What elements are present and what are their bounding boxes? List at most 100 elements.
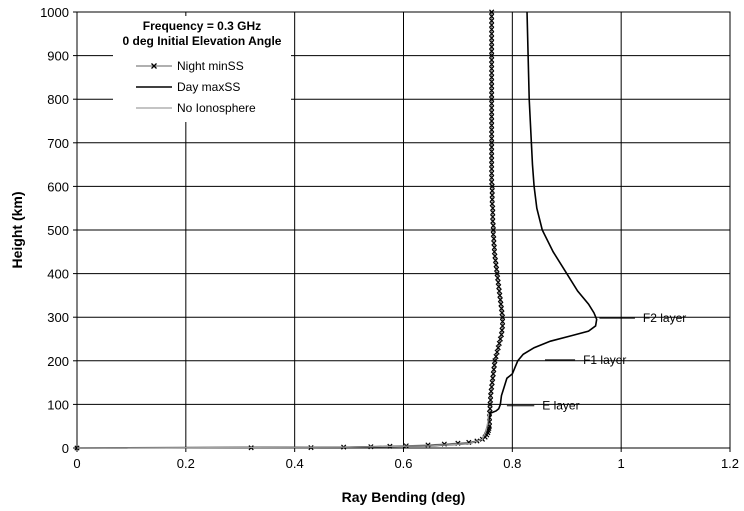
x-tick-label: 0.2: [177, 456, 195, 471]
series-marker: [489, 140, 495, 146]
series-marker: [489, 192, 495, 198]
legend-background: [113, 16, 291, 122]
series-marker: [490, 223, 496, 229]
series-marker: [489, 66, 495, 72]
series-marker: [489, 127, 495, 133]
series-marker: [497, 297, 503, 303]
series-marker: [490, 218, 496, 224]
series-marker: [491, 244, 498, 251]
series-marker: [497, 336, 503, 342]
series-marker: [489, 109, 495, 115]
y-tick-labels: 0 100 200 300 400 500 600 700 800 900 1000: [40, 5, 69, 456]
series-marker: [499, 323, 506, 329]
series-marker: [489, 183, 495, 190]
series-marker: [490, 231, 496, 237]
y-tick-label: 200: [47, 354, 69, 369]
series-marker: [489, 70, 495, 76]
x-tick-labels: 0 0.2 0.4 0.6 0.8 1 1.2: [73, 456, 739, 471]
y-tick-label: 1000: [40, 5, 69, 20]
series-marker: [494, 349, 500, 355]
annotations: F2 layer F1 layer E layer: [506, 311, 686, 413]
y-tick-label: 400: [47, 267, 69, 282]
series-marker: [489, 92, 495, 98]
series-marker: [489, 18, 495, 24]
x-tick-label: 1.2: [721, 456, 739, 471]
y-tick-label: 800: [47, 92, 69, 107]
y-tick-label: 300: [47, 310, 69, 325]
series-marker: [495, 275, 501, 281]
chart-subtitle: 0 deg Initial Elevation Angle: [123, 34, 282, 48]
series-marker: [489, 131, 495, 137]
series-marker: [498, 332, 505, 338]
x-tick-label: 0: [73, 456, 80, 471]
series-marker: [492, 358, 498, 364]
series-marker: [489, 96, 495, 102]
series-marker: [489, 166, 495, 172]
legend-label: Night minSS: [177, 59, 244, 73]
series-marker: [487, 393, 494, 399]
series-marker: [493, 353, 499, 360]
series-marker: [489, 9, 495, 15]
series-marker: [491, 249, 498, 255]
series-marker: [499, 318, 506, 325]
series-marker: [489, 153, 495, 159]
series-marker: [489, 122, 495, 128]
plot-frame: [76, 11, 731, 449]
y-tick-label: 900: [47, 49, 69, 64]
series-marker: [491, 366, 497, 373]
series-marker: [498, 301, 504, 307]
series-marker: [489, 118, 495, 124]
legend-items: Night minSS Day maxSS No Ionosphere: [136, 59, 256, 115]
series-marker: [489, 39, 495, 46]
axes: [73, 11, 731, 452]
series-marker: [489, 52, 495, 59]
annotation-label: E layer: [542, 399, 579, 413]
series-marker: [489, 196, 495, 203]
series-marker: [488, 388, 494, 394]
annotation: F2 layer: [599, 311, 686, 325]
series-line-2: [76, 413, 489, 449]
series-marker: [490, 227, 496, 233]
series-marker: [489, 83, 495, 89]
series-marker: [489, 79, 495, 85]
series-marker: [489, 114, 495, 120]
series-marker: [499, 327, 505, 333]
series-marker: [491, 240, 497, 246]
y-tick-label: 0: [62, 441, 69, 456]
series-marker: [489, 74, 495, 81]
legend-item: Night minSS: [136, 59, 244, 73]
series-marker: [489, 35, 495, 41]
y-axis-label: Height (km): [9, 192, 25, 269]
legend-marker: [151, 63, 157, 69]
series-marker: [496, 340, 502, 346]
grid: [77, 12, 730, 448]
series-marker: [489, 135, 495, 142]
x-tick-label: 0.6: [394, 456, 412, 471]
annotation-label: F2 layer: [643, 311, 686, 325]
annotation: E layer: [506, 399, 580, 413]
series-marker: [489, 161, 495, 168]
x-tick-label: 0.4: [286, 456, 304, 471]
series-line-1: [76, 11, 598, 449]
series-marker: [489, 100, 495, 107]
series-marker: [490, 209, 496, 216]
series-marker: [489, 87, 495, 94]
series-marker: [497, 292, 503, 299]
series-marker: [489, 105, 495, 111]
series-group: [74, 9, 598, 451]
series-marker: [490, 205, 496, 211]
series-marker: [499, 314, 506, 320]
series-marker: [489, 188, 495, 194]
series-marker: [496, 284, 502, 290]
series-marker: [491, 362, 498, 368]
series-marker: [490, 214, 496, 220]
series-marker: [487, 401, 493, 408]
series-marker: [499, 310, 505, 316]
series-marker: [489, 179, 495, 185]
series-marker: [489, 148, 495, 155]
x-tick-label: 0.8: [503, 456, 521, 471]
series-marker: [489, 13, 495, 19]
series-marker: [489, 157, 495, 163]
series-marker: [492, 253, 498, 259]
